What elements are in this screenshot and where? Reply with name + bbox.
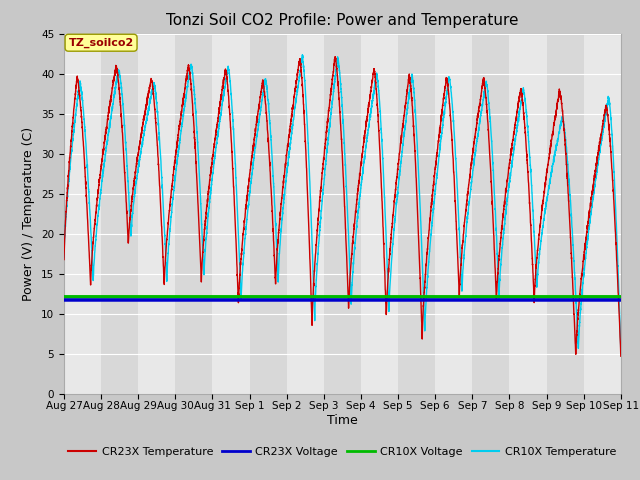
Bar xyxy=(584,34,621,394)
Bar xyxy=(324,34,361,394)
Title: Tonzi Soil CO2 Profile: Power and Temperature: Tonzi Soil CO2 Profile: Power and Temper… xyxy=(166,13,518,28)
Bar xyxy=(101,34,138,394)
Bar xyxy=(509,34,547,394)
Bar xyxy=(175,34,212,394)
Bar xyxy=(287,34,324,394)
Bar xyxy=(212,34,250,394)
Text: TZ_soilco2: TZ_soilco2 xyxy=(68,37,134,48)
Legend: CR23X Temperature, CR23X Voltage, CR10X Voltage, CR10X Temperature: CR23X Temperature, CR23X Voltage, CR10X … xyxy=(64,443,621,461)
Bar xyxy=(361,34,398,394)
Bar xyxy=(435,34,472,394)
Y-axis label: Power (V) / Temperature (C): Power (V) / Temperature (C) xyxy=(22,127,35,300)
Bar xyxy=(472,34,509,394)
Bar xyxy=(398,34,435,394)
Bar xyxy=(547,34,584,394)
Bar xyxy=(64,34,101,394)
X-axis label: Time: Time xyxy=(327,414,358,427)
Bar xyxy=(250,34,287,394)
Bar xyxy=(138,34,175,394)
